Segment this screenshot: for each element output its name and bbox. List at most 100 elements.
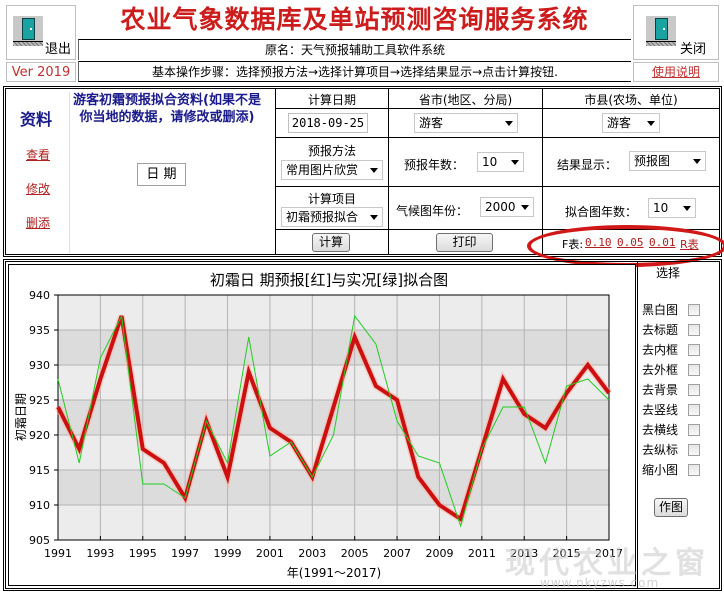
- version-badge: Ver 2019: [6, 62, 76, 82]
- y-tick-label: 935: [29, 324, 50, 337]
- option-checkbox[interactable]: [688, 464, 700, 476]
- x-tick-label: 1991: [44, 547, 72, 560]
- close-button[interactable]: 关闭: [633, 5, 719, 60]
- grid-band: [58, 470, 609, 505]
- county-value: 游客: [607, 116, 632, 130]
- fit-years-select[interactable]: 10: [648, 198, 696, 218]
- chevron-down-icon: [647, 121, 655, 126]
- option-checkbox[interactable]: [688, 304, 700, 316]
- forecast-years-value: 10: [482, 155, 498, 169]
- province-select[interactable]: 游客: [414, 113, 518, 133]
- climate-year-select[interactable]: 2000: [480, 197, 534, 217]
- grid-band: [58, 505, 609, 540]
- option-row[interactable]: 去竖线: [642, 400, 700, 420]
- county-label: 市县(农场、单位): [584, 93, 678, 107]
- y-tick-label: 910: [29, 499, 50, 512]
- province-value: 游客: [419, 116, 444, 130]
- option-checkbox[interactable]: [688, 444, 700, 456]
- option-row[interactable]: 去标题: [642, 320, 700, 340]
- door-icon: [646, 16, 676, 46]
- option-checkbox[interactable]: [688, 424, 700, 436]
- calc-item-select[interactable]: 初霜预报拟合: [281, 207, 383, 227]
- x-tick-label: 1995: [129, 547, 157, 560]
- option-label: 去竖线: [642, 403, 679, 417]
- option-label: 黑白图: [642, 303, 679, 317]
- help-link[interactable]: 使用说明: [633, 62, 719, 82]
- add-delete-data-link[interactable]: 删添: [26, 216, 51, 230]
- chevron-down-icon: [505, 121, 513, 126]
- option-checkbox[interactable]: [688, 324, 700, 336]
- calculate-button[interactable]: 计算: [312, 233, 350, 252]
- chevron-down-icon: [370, 168, 378, 173]
- option-label: 去标题: [642, 323, 679, 337]
- f-table-005-link[interactable]: 0.05: [617, 236, 644, 249]
- x-tick-label: 1993: [86, 547, 114, 560]
- option-label: 去背景: [642, 383, 679, 397]
- calc-date-label: 计算日期: [307, 93, 356, 107]
- option-row[interactable]: 去纵标: [642, 440, 700, 460]
- method-select[interactable]: 常用图片欣赏: [281, 160, 383, 180]
- exit-label: 退出: [45, 42, 72, 57]
- exit-button[interactable]: 退出: [6, 5, 76, 60]
- x-axis-label: 年(1991～2017): [287, 566, 381, 580]
- fit-years-label: 拟合图年数：: [565, 205, 638, 219]
- control-panel: [3, 86, 722, 257]
- door-icon: [13, 16, 43, 46]
- forecast-years-select[interactable]: 10: [477, 152, 524, 172]
- edit-data-link[interactable]: 修改: [26, 182, 51, 196]
- fit-line-chart: 905 910 915 920 925 930 935 940 1991 1993 1995 1997…: [14, 271, 623, 580]
- chart-panel: 905 910 915 920 925 930 935 940 1991 1993 1995 1997…: [8, 264, 636, 586]
- method-value: 常用图片欣赏: [286, 163, 359, 177]
- option-checkbox[interactable]: [688, 384, 700, 396]
- watermark-url: www.nkyzws.com: [540, 576, 660, 590]
- options-panel: 选择 黑白图 去标题 去内框 去外框 去背景 去竖线 去横线 去纵标 缩小图 作图: [637, 262, 719, 588]
- calc-item-value: 初霜预报拟合: [286, 210, 359, 224]
- x-tick-label: 2007: [383, 547, 411, 560]
- y-tick-label: 920: [29, 429, 50, 442]
- f-table-010-link[interactable]: 0.10: [585, 236, 612, 249]
- calc-date-input[interactable]: 2018-09-25: [288, 113, 368, 133]
- chevron-down-icon: [521, 205, 529, 210]
- option-row[interactable]: 去外框: [642, 360, 700, 380]
- x-tick-label: 2001: [256, 547, 284, 560]
- chevron-down-icon: [693, 159, 701, 164]
- x-tick-label: 2003: [298, 547, 326, 560]
- r-table-link[interactable]: R表: [680, 238, 699, 251]
- option-row[interactable]: 去内框: [642, 340, 700, 360]
- data-heading: 资料: [20, 110, 53, 129]
- option-label: 去横线: [642, 423, 679, 437]
- option-checkbox[interactable]: [688, 364, 700, 376]
- date-field-button[interactable]: 日 期: [137, 163, 186, 186]
- climate-year-label: 气候图年份：: [396, 204, 469, 218]
- operation-steps: 基本操作步骤：选择预报方法→选择计算项目→选择结果显示→点击计算按钮.: [78, 61, 631, 82]
- method-label: 预报方法: [307, 144, 356, 158]
- x-tick-label: 2015: [553, 547, 581, 560]
- option-row[interactable]: 黑白图: [642, 300, 700, 320]
- option-row[interactable]: 去背景: [642, 380, 700, 400]
- chart-title: 初霜日 期预报[红]与实况[绿]拟合图: [210, 271, 448, 289]
- view-data-link[interactable]: 查看: [26, 148, 51, 162]
- f-table-001-link[interactable]: 0.01: [649, 236, 676, 249]
- option-row[interactable]: 缩小图: [642, 460, 700, 480]
- x-tick-label: 1997: [171, 547, 199, 560]
- climate-year-value: 2000: [485, 200, 516, 214]
- y-axis-label: 初霜日期: [14, 393, 28, 441]
- grid-band: [58, 330, 609, 365]
- print-button[interactable]: 打印: [436, 233, 493, 252]
- grid-band: [58, 295, 609, 330]
- x-tick-label: 2005: [341, 547, 369, 560]
- option-checkbox[interactable]: [688, 344, 700, 356]
- option-label: 去外框: [642, 363, 679, 377]
- result-display-select[interactable]: 预报图: [629, 151, 706, 171]
- draw-chart-button[interactable]: 作图: [654, 498, 688, 517]
- forecast-years-label: 预报年数：: [404, 158, 465, 172]
- close-label: 关闭: [680, 42, 707, 57]
- county-select[interactable]: 游客: [602, 113, 660, 133]
- app-subtitle: 原名：天气预报辅助工具软件系统: [78, 39, 631, 60]
- watermark: 现代农业之窗: [505, 546, 709, 581]
- y-tick-label: 915: [29, 464, 50, 477]
- option-row[interactable]: 去横线: [642, 420, 700, 440]
- result-display-value: 预报图: [634, 154, 671, 168]
- actual-series-line: [57, 314, 610, 528]
- option-checkbox[interactable]: [688, 404, 700, 416]
